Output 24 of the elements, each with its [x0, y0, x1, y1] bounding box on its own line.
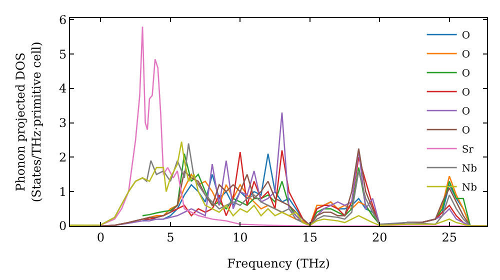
y-tick-label: 3 — [58, 116, 67, 130]
y-tick-label: 5 — [58, 47, 67, 62]
legend-label: O — [462, 68, 470, 80]
y-tick-label: 6 — [58, 12, 67, 27]
legend-label: O — [462, 106, 470, 118]
x-tick-label: 10 — [232, 230, 248, 244]
legend-label: O — [462, 49, 470, 60]
y-tick-label: 0 — [58, 219, 67, 234]
x-axis-title: Frequency (THz) — [227, 256, 330, 270]
legend-label: O — [462, 125, 470, 136]
y-tick-label: 2 — [58, 150, 67, 164]
x-tick-label: 20 — [372, 230, 388, 244]
x-tick-label: 25 — [442, 230, 457, 244]
legend-label: O — [462, 30, 470, 42]
x-tick-label: 15 — [302, 230, 318, 244]
legend-label: Nb — [462, 182, 477, 194]
legend-label: O — [462, 87, 470, 98]
y-tick-label: 4 — [58, 82, 67, 96]
y-tick-label: 1 — [58, 184, 67, 199]
legend-label: Nb — [462, 163, 477, 174]
legend-label: Sr — [462, 144, 474, 156]
x-tick-label: 0 — [96, 230, 104, 244]
x-tick-label: 5 — [166, 230, 174, 244]
y-axis-title: Phonon projected DOS (States/THz·primitive cell) — [14, 42, 44, 202]
